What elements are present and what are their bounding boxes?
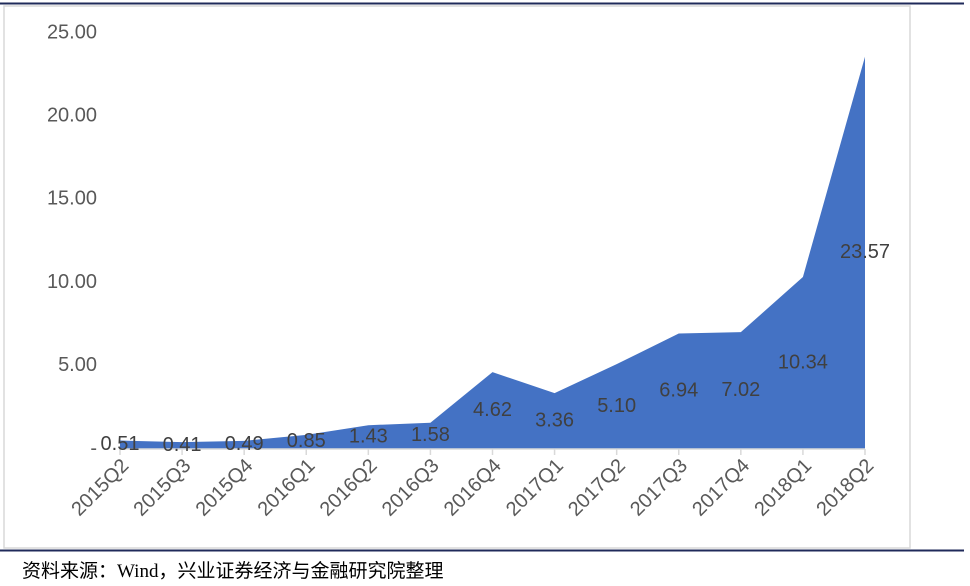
x-tick-label: 2017Q3 xyxy=(626,455,692,521)
value-label: 0.49 xyxy=(225,433,264,455)
x-tick-label: 2016Q2 xyxy=(316,455,382,521)
y-tick-label: 10.00 xyxy=(47,271,97,293)
x-tick-label: 2016Q4 xyxy=(440,455,506,521)
value-label: 3.36 xyxy=(535,409,574,431)
x-tick-label: 2016Q3 xyxy=(378,455,444,521)
value-label: 10.34 xyxy=(778,351,828,373)
y-tick-label: 20.00 xyxy=(47,104,97,126)
x-tick-label: 2015Q2 xyxy=(67,455,133,521)
chart-frame xyxy=(3,5,911,549)
value-label: 6.94 xyxy=(659,380,698,402)
y-tick-label: 25.00 xyxy=(47,21,97,43)
y-tick-label: 5.00 xyxy=(58,354,97,376)
y-tick-label: - xyxy=(90,437,97,459)
value-label: 23.57 xyxy=(840,241,890,263)
value-label: 1.58 xyxy=(411,424,450,446)
value-label: 4.62 xyxy=(473,399,512,421)
value-label: 5.10 xyxy=(597,395,636,417)
x-tick-label: 2015Q4 xyxy=(192,455,258,521)
value-label: 0.41 xyxy=(163,434,202,456)
value-label: 7.02 xyxy=(721,379,760,401)
value-label: 1.43 xyxy=(349,425,388,447)
y-tick-label: 15.00 xyxy=(47,188,97,210)
area xyxy=(120,56,865,450)
x-tick-label: 2017Q2 xyxy=(564,455,630,521)
x-tick-label: 2015Q3 xyxy=(129,455,195,521)
value-label: 0.51 xyxy=(101,433,140,455)
x-tick-label: 2018Q1 xyxy=(750,455,816,521)
x-tick-label: 2017Q4 xyxy=(688,455,754,521)
x-tick-label: 2016Q1 xyxy=(254,455,320,521)
value-label: 0.85 xyxy=(287,430,326,452)
source-note: 资料来源：Wind，兴业证券经济与金融研究院整理 xyxy=(22,560,443,582)
x-tick-label: 2017Q1 xyxy=(502,455,568,521)
x-tick-label: 2018Q2 xyxy=(812,455,878,521)
